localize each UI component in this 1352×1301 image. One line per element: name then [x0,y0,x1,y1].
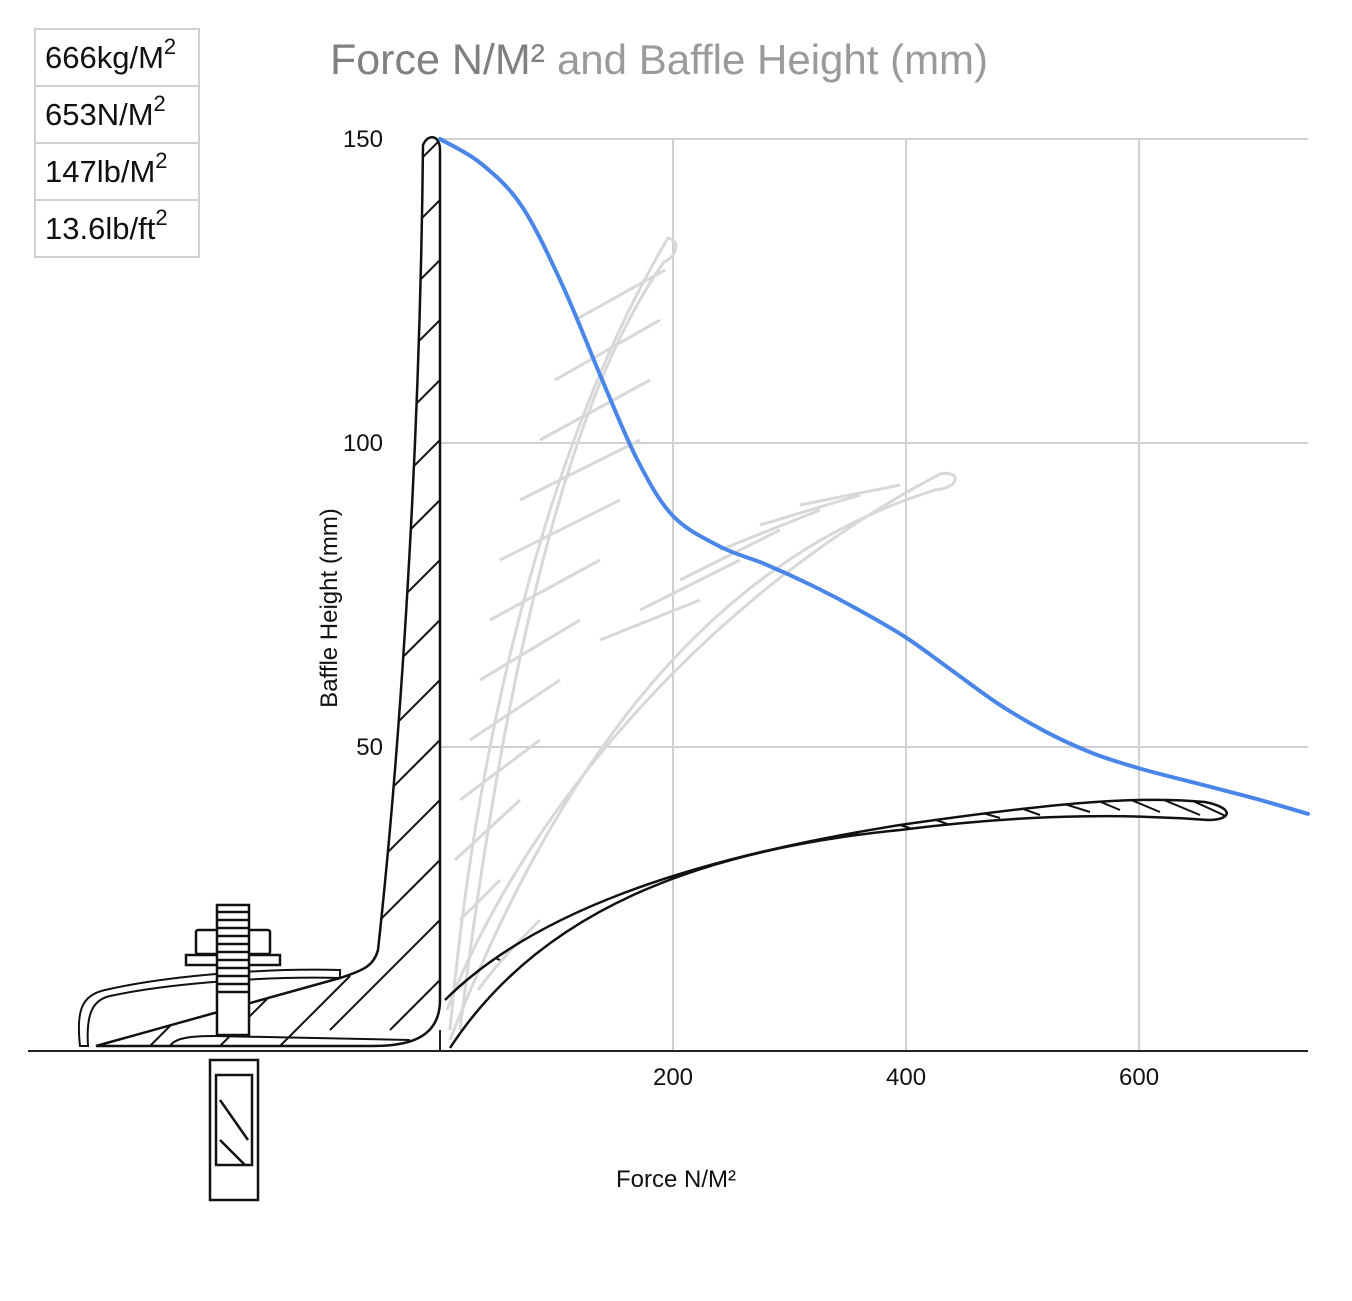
y-tick-label: 100 [343,430,383,457]
baffle-ghost-shape [445,236,957,1041]
units-cell: 653N/M2 [34,85,200,144]
chart-title: Force N/M² and Baffle Height (mm) [330,36,988,85]
units-cell: 147lb/M2 [34,142,200,201]
x-tick-label: 600 [1119,1064,1159,1091]
anchor-bolt-icon [184,903,282,1202]
grid-lines [440,138,1308,1051]
series-line [438,137,1310,816]
axes [28,1030,1308,1052]
x-tick-label: 200 [653,1064,693,1091]
units-row: 147lb/M2 [34,142,200,201]
units-cell: 666kg/M2 [34,28,200,87]
chart-title-part2: and Baffle Height (mm) [556,36,989,83]
units-cell: 13.6lb/ft2 [34,199,200,258]
x-axis-label: Force N/M² [616,1166,736,1193]
x-tick-labels: 200 400 600 [653,1064,1159,1091]
y-axis-label: Baffle Height (mm) [316,508,343,708]
baffle-flat-shape [444,798,1228,1049]
units-row: 653N/M2 [34,85,200,144]
x-tick-label: 400 [886,1064,926,1091]
units-row: 666kg/M2 [34,28,200,87]
chart-title-part1: Force N/M² [330,36,545,84]
y-tick-labels: 50 100 150 [343,126,383,761]
y-tick-label: 150 [343,126,383,153]
units-conversion-table: 666kg/M2 653N/M2 147lb/M2 13.6lb/ft2 [34,28,200,258]
units-row: 13.6lb/ft2 [34,199,200,258]
baffle-upright-shape [77,136,442,1048]
y-tick-label: 50 [356,734,383,761]
